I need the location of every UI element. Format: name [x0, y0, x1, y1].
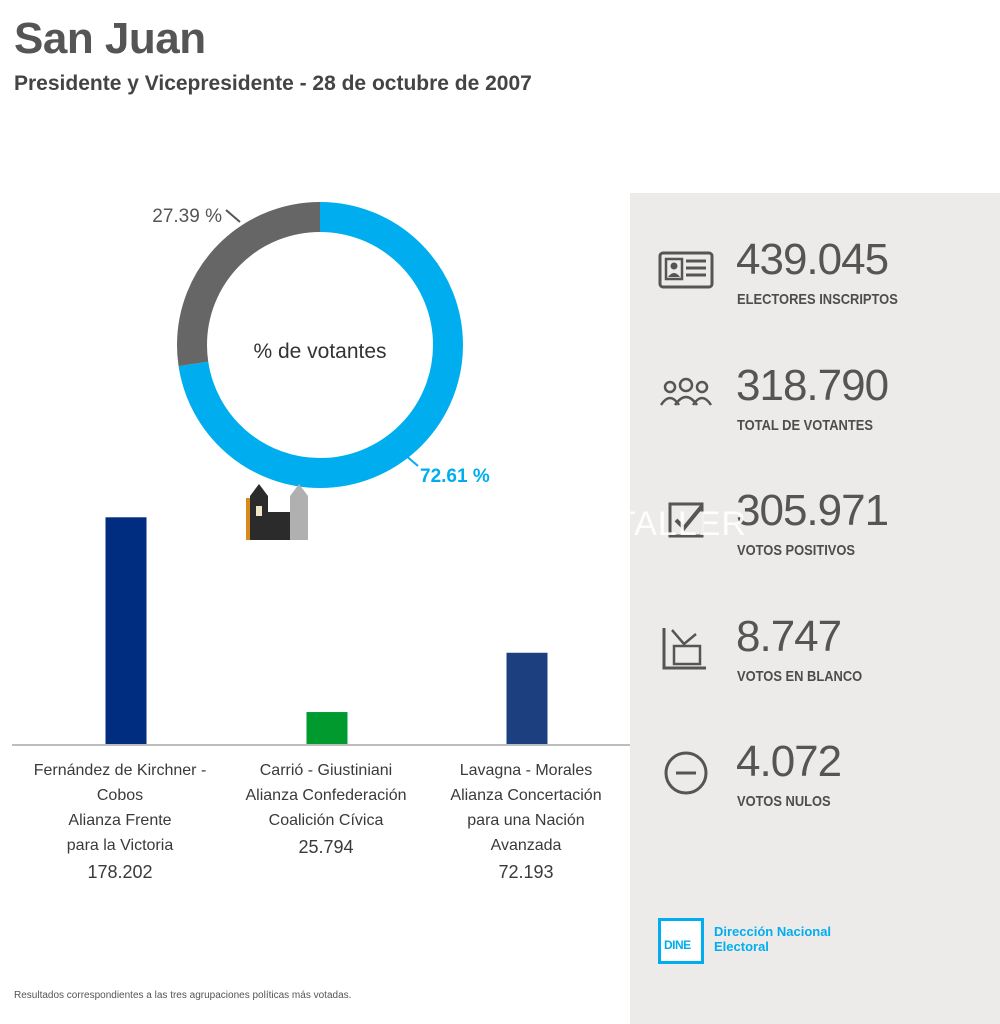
stat-label: VOTOS POSITIVOS [737, 542, 856, 559]
ballot-box-icon [662, 628, 706, 670]
dine-badge-text: DINE [664, 938, 691, 952]
stat-total-votantes: 318.790 TOTAL DE VOTANTES [630, 361, 1000, 457]
stat-value: 4.072 [736, 737, 842, 786]
watermark-text: TALLER [615, 505, 747, 543]
donut-center-label: % de votantes [253, 340, 386, 363]
stat-label: VOTOS NULOS [737, 793, 831, 810]
bar-label-lavagna: Lavagna - Morales Alianza Concertación p… [421, 758, 631, 885]
church-watermark-icon [246, 484, 308, 540]
footnote: Resultados correspondientes a las tres a… [14, 990, 352, 1001]
stat-electores-inscriptos: 439.045 ELECTORES INSCRIPTOS [630, 235, 1000, 331]
stat-value: 439.045 [736, 235, 889, 284]
bar-value-label: 72.193 [498, 862, 554, 882]
stat-value: 8.747 [736, 612, 842, 661]
dine-logo-text: Dirección Nacional Electoral [714, 924, 832, 954]
label-leader-gray [225, 209, 241, 223]
bar-label-carrio: Carrió - Giustiniani Alianza Confederaci… [221, 758, 431, 860]
checkbox-icon [668, 502, 704, 538]
dine-badge: DINE [658, 918, 704, 964]
stats-panel: 439.045 ELECTORES INSCRIPTOS 318.790 TOT… [630, 193, 1000, 1024]
stat-votos-en-blanco: 8.747 VOTOS EN BLANCO [630, 612, 1000, 708]
bar-value-label: 178.202 [87, 862, 153, 882]
dine-logo: DINE Dirección Nacional Electoral [658, 918, 958, 978]
candidate-bar-chart [12, 517, 630, 746]
people-icon [659, 377, 713, 406]
bar-category-label: Lavagna - Morales Alianza Concertación p… [450, 762, 602, 854]
label-leader-blue [403, 453, 419, 467]
stat-votos-positivos: 305.971 VOTOS POSITIVOS [630, 486, 1000, 582]
bar-lavagna [506, 652, 548, 745]
bar-label-kirchner: Fernández de Kirchner - Cobos Alianza Fr… [15, 758, 225, 885]
slice-label-blue: 72.61 % [420, 466, 490, 487]
stat-value: 305.971 [736, 486, 889, 535]
stat-label: TOTAL DE VOTANTES [737, 417, 873, 434]
stat-votos-nulos: 4.072 VOTOS NULOS [630, 737, 1000, 833]
bar-category-label: Carrió - Giustiniani Alianza Confederaci… [245, 762, 407, 829]
page-title: San Juan [14, 14, 206, 63]
bar-value-label: 25.794 [298, 837, 354, 857]
id-card-icon [658, 251, 714, 289]
stat-value: 318.790 [736, 361, 889, 410]
bar-kirchner [105, 517, 147, 745]
minus-circle-icon [664, 751, 708, 795]
donut-slice-gray [177, 202, 463, 488]
slice-label-gray: 27.39 % [152, 206, 222, 227]
page-subtitle: Presidente y Vicepresidente - 28 de octu… [14, 72, 532, 95]
bar-category-label: Fernández de Kirchner - Cobos Alianza Fr… [33, 762, 207, 854]
bar-carrio [306, 712, 348, 745]
turnout-donut-chart: % de votantes 27.39 % 72.61 % [152, 202, 490, 488]
stat-label: VOTOS EN BLANCO [737, 668, 863, 685]
stat-label: ELECTORES INSCRIPTOS [737, 291, 898, 308]
